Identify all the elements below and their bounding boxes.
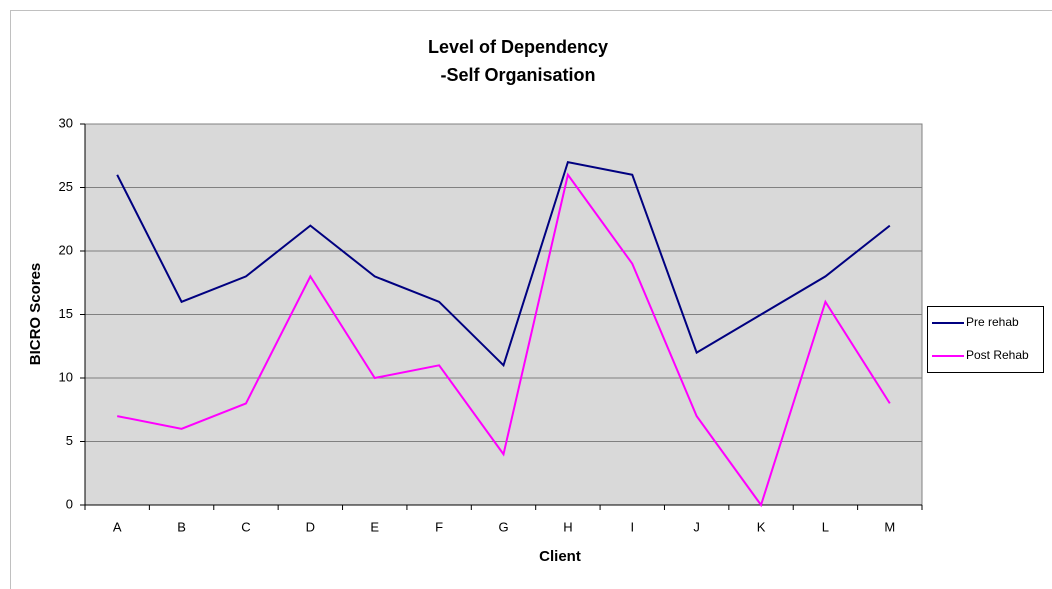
y-tick-label: 15 xyxy=(59,306,73,321)
series-line xyxy=(116,172,891,508)
series-line xyxy=(116,160,891,368)
y-tick-label: 5 xyxy=(66,433,73,448)
x-tick-label: E xyxy=(370,519,379,534)
x-tick-label: M xyxy=(884,519,895,534)
x-tick-label: J xyxy=(693,519,700,534)
legend-label: Post Rehab xyxy=(966,348,1029,362)
y-tick-label: 20 xyxy=(59,242,73,257)
x-tick-label: G xyxy=(498,519,508,534)
chart-title: Level of Dependency xyxy=(428,37,608,57)
legend-label: Pre rehab xyxy=(966,315,1019,329)
x-tick-label: D xyxy=(306,519,315,534)
x-tick-label: K xyxy=(757,519,766,534)
y-tick-label: 25 xyxy=(59,179,73,194)
x-tick-label: C xyxy=(241,519,250,534)
y-tick-label: 10 xyxy=(59,369,73,384)
x-tick-label: F xyxy=(435,519,443,534)
x-tick-label: B xyxy=(177,519,186,534)
x-tick-label: I xyxy=(630,519,634,534)
y-tick-label: 30 xyxy=(59,115,73,130)
chart-title: -Self Organisation xyxy=(440,65,595,85)
y-axis-label: BICRO Scores xyxy=(27,263,44,366)
y-tick-label: 0 xyxy=(66,496,73,511)
legend xyxy=(927,306,1044,373)
x-tick-label: L xyxy=(822,519,829,534)
x-tick-label: H xyxy=(563,519,572,534)
x-axis-label: Client xyxy=(539,548,581,565)
x-tick-label: A xyxy=(113,519,122,534)
